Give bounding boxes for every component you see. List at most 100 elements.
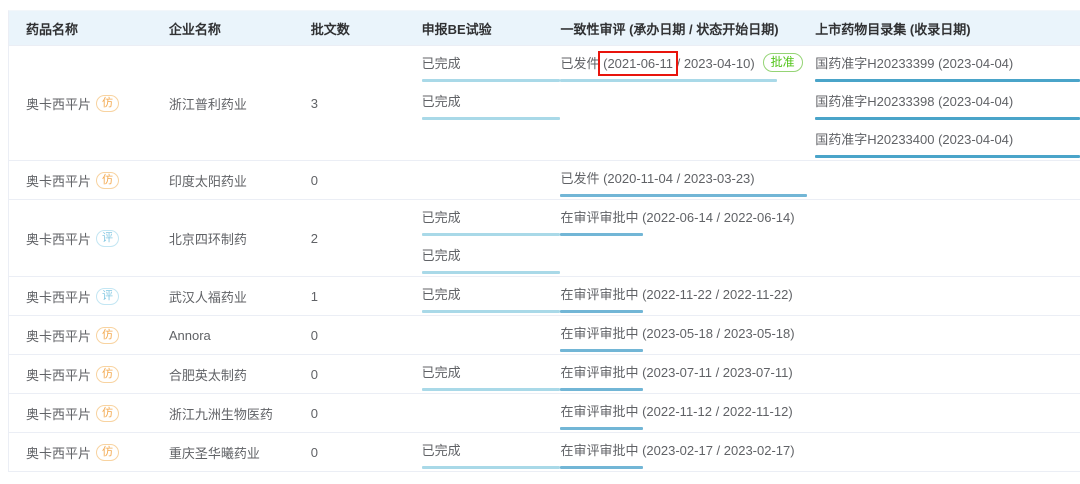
table-row: 奥卡西平片仿 Annora 0 在审评审批中 (2023-05-18 / 2023-0…	[9, 316, 1080, 355]
catalog-cells	[815, 316, 1080, 354]
drug-tag-badge: 仿	[96, 94, 120, 112]
be-trial-cells: 已完成 已完成	[421, 200, 561, 276]
drug-tag-badge: 评	[96, 287, 120, 305]
company-cell: 重庆圣华曦药业	[169, 433, 311, 471]
column-header-drug-name: 药品名称	[26, 21, 79, 37]
catalog-entry[interactable]: 国药准字H20233400 (2023-04-04)	[815, 132, 1014, 147]
review-status[interactable]: 在审评审批中 (2022-11-12 / 2022-11-12)	[560, 404, 793, 419]
be-trial-status[interactable]: 已完成	[421, 365, 461, 380]
catalog-cell: 国药准字H20233400 (2023-04-04)	[815, 122, 1080, 160]
progress-underline	[421, 466, 561, 469]
company-name: 印度太阳药业	[168, 173, 247, 189]
company-name: 浙江普利药业	[168, 96, 247, 112]
be-trial-cells: 已完成	[421, 433, 561, 471]
drug-tag-badge: 仿	[96, 365, 120, 383]
catalog-cells	[815, 355, 1080, 393]
highlight-box: (2021-06-11	[598, 51, 678, 76]
drug-name-cell: 奥卡西平片评	[9, 277, 169, 315]
review-status[interactable]: 在审评审批中 (2022-11-22 / 2022-11-22)	[560, 287, 793, 302]
drug-tag-badge: 仿	[96, 171, 120, 189]
catalog-cell: 国药准字H20233398 (2023-04-04)	[815, 84, 1080, 122]
table-row: 奥卡西平片评北京四环制药 2 已完成 已完成 在审评审批中 (2022-06-14 / …	[9, 200, 1080, 277]
approval-count: 1	[310, 288, 318, 304]
be-trial-cell: 已完成	[421, 277, 561, 315]
progress-underline	[421, 79, 561, 82]
review-cells: 在审评审批中 (2022-11-12 / 2022-11-12)	[560, 394, 815, 432]
be-trial-status[interactable]: 已完成	[421, 443, 461, 458]
drug-name-cell: 奥卡西平片仿	[9, 161, 169, 199]
column-header-company: 企业名称	[168, 21, 221, 37]
be-trial-status[interactable]: 已完成	[421, 94, 461, 109]
drug-tag-badge: 仿	[96, 404, 120, 422]
review-cells: 已发件 (2021-06-11 / 2023-04-10) 批准	[560, 46, 815, 160]
be-trial-status[interactable]: 已完成	[421, 248, 461, 263]
table-row: 奥卡西平片仿浙江普利药业 3 已完成 已完成 已发件 (2021-06-11 / 202…	[9, 46, 1080, 161]
catalog-entry[interactable]: 国药准字H20233398 (2023-04-04)	[815, 94, 1014, 109]
approval-count: 0	[310, 444, 318, 460]
be-trial-status[interactable]: 已完成	[421, 56, 461, 71]
be-trial-status[interactable]: 已完成	[421, 210, 461, 225]
company-cell: Annora	[169, 316, 311, 354]
review-status[interactable]: 已发件 (2020-11-04 / 2023-03-23)	[560, 171, 755, 186]
progress-underline	[421, 388, 561, 391]
approval-count-cell: 3	[311, 46, 422, 160]
company-cell: 武汉人福药业	[169, 277, 311, 315]
be-trial-cell: 已完成	[421, 238, 561, 276]
progress-underline	[421, 271, 561, 274]
catalog-cells	[815, 277, 1080, 315]
approval-count-cell: 0	[311, 394, 422, 432]
drug-name-cell: 奥卡西平片仿	[9, 394, 169, 432]
review-status[interactable]: 在审评审批中 (2023-05-18 / 2023-05-18)	[560, 326, 795, 341]
progress-underline	[421, 310, 561, 313]
drug-name-cell: 奥卡西平片仿	[9, 46, 169, 160]
table-row: 奥卡西平片仿印度太阳药业 0 已发件 (2020-11-04 / 2023-03-2…	[9, 161, 1080, 200]
review-cells: 在审评审批中 (2022-11-22 / 2022-11-22)	[560, 277, 815, 315]
review-cell: 在审评审批中 (2023-05-18 / 2023-05-18)	[560, 316, 815, 354]
drug-tag-badge: 仿	[96, 443, 120, 461]
catalog-cells	[815, 161, 1080, 199]
drug-name-cell: 奥卡西平片仿	[9, 355, 169, 393]
review-status[interactable]: 在审评审批中 (2023-02-17 / 2023-02-17)	[560, 443, 795, 458]
drug-name: 奥卡西平片	[26, 445, 92, 461]
approval-count-cell: 0	[311, 316, 422, 354]
company-name: 重庆圣华曦药业	[168, 445, 260, 461]
approval-count: 3	[310, 95, 318, 111]
table-row: 奥卡西平片仿 重庆圣华曦药业 0 已完成 在审评审批中 (2023-02-17 / 20…	[9, 433, 1080, 472]
approved-badge: 批准	[762, 53, 803, 72]
review-cell: 在审评审批中 (2023-07-11 / 2023-07-11)	[560, 355, 815, 393]
be-trial-status[interactable]: 已完成	[421, 287, 461, 302]
be-trial-cells: 已完成 已完成	[421, 46, 561, 160]
be-trial-cell: 已完成	[421, 355, 561, 393]
progress-underline	[560, 233, 644, 236]
company-name: Annora	[168, 327, 211, 343]
drug-name-cell: 奥卡西平片评	[9, 200, 169, 276]
be-trial-cells	[422, 394, 561, 432]
column-header-listed-catalog: 上市药物目录集 (收录日期)	[815, 21, 971, 37]
review-status-text: 已发件	[560, 56, 604, 71]
be-trial-cells	[422, 161, 561, 199]
approval-count: 0	[310, 172, 318, 188]
company-cell: 印度太阳药业	[169, 161, 311, 199]
approval-count: 0	[310, 327, 318, 343]
review-cells: 在审评审批中 (2022-06-14 / 2022-06-14)	[560, 200, 815, 276]
review-status[interactable]: 在审评审批中 (2022-06-14 / 2022-06-14)	[560, 210, 795, 225]
approval-count-cell: 0	[311, 355, 422, 393]
review-cell: 已发件 (2020-11-04 / 2023-03-23)	[560, 161, 815, 199]
company-cell: 北京四环制药	[169, 200, 311, 276]
drug-tag-badge: 评	[96, 229, 120, 247]
review-cells: 已发件 (2020-11-04 / 2023-03-23)	[560, 161, 815, 199]
approval-count-cell: 0	[311, 161, 422, 199]
catalog-cells	[815, 433, 1080, 471]
table-body: 奥卡西平片仿浙江普利药业 3 已完成 已完成 已发件 (2021-06-11 / 202…	[9, 46, 1080, 472]
column-header-be-trial: 申报BE试验	[421, 21, 492, 37]
drug-name: 奥卡西平片	[26, 289, 92, 305]
table-header: 药品名称 企业名称 批文数 申报BE试验 一致性审评 (承办日期 / 状态开始日…	[9, 11, 1080, 46]
review-status[interactable]: 在审评审批中 (2023-07-11 / 2023-07-11)	[560, 365, 793, 380]
column-header-approval-count: 批文数	[310, 21, 350, 37]
review-status[interactable]: 已发件 (2021-06-11 / 2023-04-10)	[560, 51, 755, 76]
catalog-cells: 国药准字H20233399 (2023-04-04) 国药准字H20233398 …	[815, 46, 1080, 160]
progress-underline	[560, 388, 644, 391]
catalog-entry[interactable]: 国药准字H20233399 (2023-04-04)	[815, 56, 1014, 71]
progress-underline	[560, 466, 644, 469]
progress-underline	[421, 117, 561, 120]
